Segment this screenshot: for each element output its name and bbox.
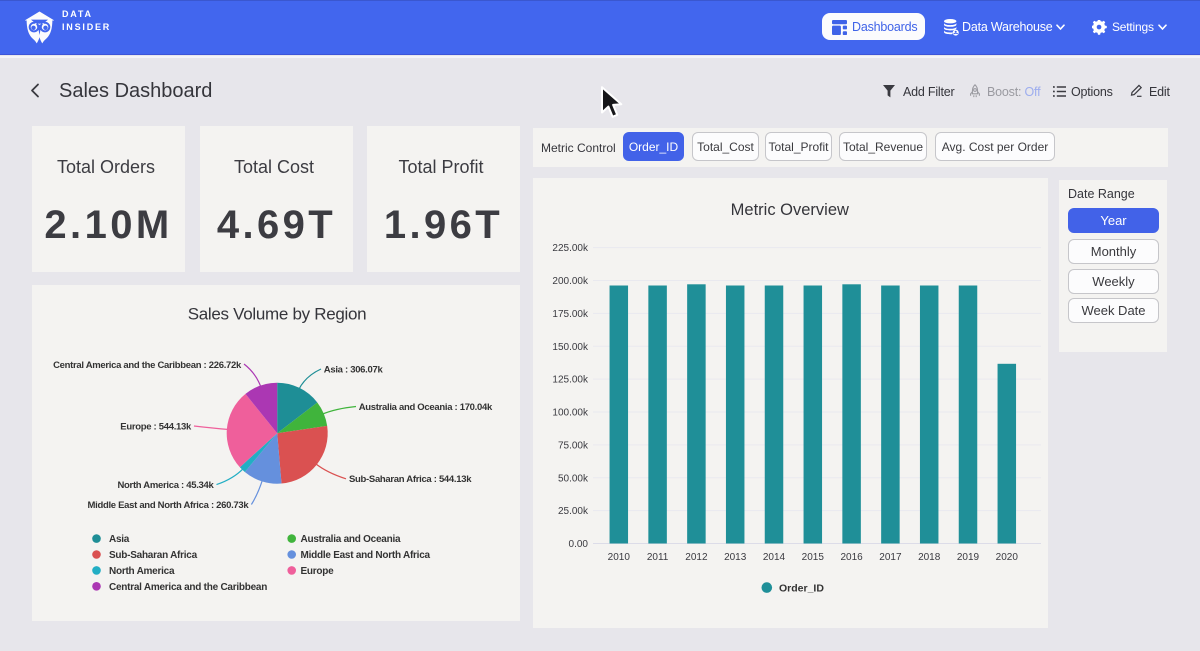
svg-text:2013: 2013 (724, 552, 747, 563)
svg-text:Sub-Saharan Africa : 544.13k: Sub-Saharan Africa : 544.13k (349, 474, 472, 485)
svg-text:North America : 45.34k: North America : 45.34k (117, 480, 214, 491)
svg-text:Middle East and North Africa :: Middle East and North Africa : 260.73k (88, 500, 250, 511)
svg-text:2010: 2010 (608, 552, 631, 563)
svg-text:Asia : 306.07k: Asia : 306.07k (324, 365, 384, 376)
svg-text:100.00k: 100.00k (552, 408, 589, 419)
svg-text:200.00k: 200.00k (552, 276, 589, 287)
svg-text:Asia: Asia (109, 534, 130, 545)
svg-text:Sub-Saharan Africa: Sub-Saharan Africa (109, 550, 198, 561)
svg-text:Metric Overview: Metric Overview (731, 201, 849, 219)
svg-text:75.00k: 75.00k (558, 440, 589, 451)
svg-text:2018: 2018 (918, 552, 941, 563)
svg-text:2016: 2016 (840, 552, 863, 563)
svg-text:Sales Volume by Region: Sales Volume by Region (188, 305, 367, 324)
svg-text:125.00k: 125.00k (552, 375, 589, 386)
svg-text:150.00k: 150.00k (552, 342, 589, 353)
svg-text:25.00k: 25.00k (558, 506, 589, 517)
svg-text:Europe : 544.13k: Europe : 544.13k (120, 422, 192, 433)
svg-text:Central America and the Caribb: Central America and the Caribbean : 226.… (53, 360, 242, 371)
svg-text:0.00: 0.00 (569, 539, 589, 550)
svg-text:50.00k: 50.00k (558, 473, 589, 484)
svg-text:North America: North America (109, 566, 175, 577)
svg-text:Middle East and North Africa: Middle East and North Africa (301, 550, 431, 561)
svg-text:2015: 2015 (802, 552, 825, 563)
svg-text:Order_ID: Order_ID (779, 582, 824, 594)
svg-text:2019: 2019 (957, 552, 980, 563)
svg-text:Australia and Oceania: Australia and Oceania (301, 534, 401, 545)
svg-text:Europe: Europe (301, 566, 335, 577)
svg-text:Central America and the Caribb: Central America and the Caribbean (109, 582, 267, 593)
svg-text:2012: 2012 (685, 552, 708, 563)
svg-text:175.00k: 175.00k (552, 309, 589, 320)
svg-text:225.00k: 225.00k (552, 243, 589, 254)
svg-text:2014: 2014 (763, 552, 786, 563)
svg-text:2017: 2017 (879, 552, 902, 563)
svg-text:Australia and Oceania : 170.04: Australia and Oceania : 170.04k (359, 402, 493, 413)
svg-text:2020: 2020 (996, 552, 1019, 563)
svg-text:2011: 2011 (647, 552, 669, 563)
